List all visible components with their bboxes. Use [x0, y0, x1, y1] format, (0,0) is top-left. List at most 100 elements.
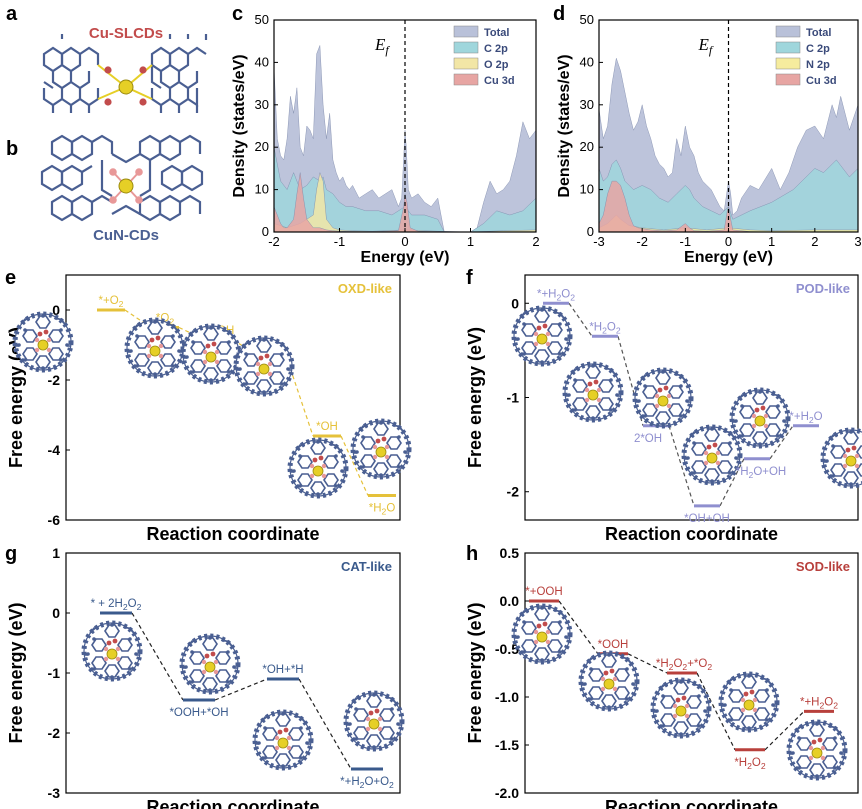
- y-tick-label: -2.0: [495, 785, 519, 801]
- panel-label-b: b: [6, 138, 18, 160]
- adsorption-structure-icon: [823, 430, 862, 486]
- y-tick-label: -1: [48, 665, 61, 681]
- energy-level-label: *OH: [316, 421, 338, 433]
- y-tick-label: 30: [255, 97, 269, 112]
- legend-label: Total: [484, 27, 509, 39]
- legend: Total C 2p O 2p Cu 3d: [453, 25, 515, 87]
- panel-label-f: f: [466, 267, 473, 289]
- x-axis-label: Energy (eV): [684, 249, 773, 266]
- y-tick-label: 0.5: [500, 545, 520, 561]
- x-tick-label: -1: [680, 234, 692, 249]
- adsorption-structure-icon: [84, 623, 140, 679]
- y-tick-label: 50: [580, 12, 594, 27]
- adsorption-structure-icon: [653, 680, 709, 736]
- adsorption-structure-icon: [514, 308, 570, 364]
- y-tick-label: -6: [48, 512, 61, 528]
- series-area-total: [599, 58, 858, 232]
- legend-swatch: [775, 25, 801, 38]
- panel-label-e: e: [5, 267, 16, 289]
- energy-level-label: *+H2​O2​: [800, 696, 838, 710]
- adsorption-structure-icon: [514, 606, 570, 662]
- energy-level-label: *OH+*H: [262, 664, 303, 676]
- adsorption-structure-icon: [581, 653, 637, 709]
- level-connector: [298, 678, 352, 770]
- y-tick-label: -1.0: [495, 689, 519, 705]
- level-connector: [764, 710, 805, 751]
- legend-label: N 2p: [806, 59, 830, 71]
- energy-levels: * + 2H2​O2​ *OOH+*OH *OH+*H *+H2​O+O2​: [84, 598, 402, 790]
- energy-level-label: *+OOH: [525, 586, 562, 598]
- level-connector: [214, 678, 268, 701]
- series-area-cu-3d: [599, 180, 858, 232]
- energy-levels: *+H2​O2​ *H2​O2​ 2*OH *OH+OH *H2​O+OH *+H2​O: [514, 288, 862, 525]
- x-axis-label: Reaction coordinate: [146, 797, 319, 809]
- adsorption-structure-icon: [290, 440, 346, 496]
- energy-level-label: *H2​O2​: [734, 757, 766, 771]
- energy-level-label: *+H2​O+O2​: [340, 776, 394, 790]
- y-tick-label: -1: [507, 390, 520, 406]
- adsorption-structure-icon: [183, 326, 239, 382]
- legend-swatch: [453, 73, 479, 86]
- y-tick-label: -1.5: [495, 737, 519, 753]
- x-tick-label: 3: [854, 234, 861, 249]
- y-tick-label: 0: [262, 224, 269, 239]
- panel-label-d: d: [553, 3, 565, 25]
- y-tick-label: 10: [255, 182, 269, 197]
- x-axis-label: Reaction coordinate: [605, 524, 778, 544]
- y-tick-label: 20: [255, 139, 269, 154]
- adsorption-structure-icon: [182, 636, 238, 692]
- energy-level-label: *H2​O+OH: [736, 466, 787, 480]
- adsorption-structure-icon: [353, 421, 409, 477]
- energy-level-label: *+H2​O: [789, 411, 822, 425]
- adsorption-structure-icon: [15, 314, 71, 370]
- energy-level-label: 2*OH: [634, 433, 662, 445]
- x-tick-label: 2: [532, 234, 539, 249]
- y-tick-label: -4: [48, 442, 61, 458]
- legend-label: Cu 3d: [484, 75, 515, 87]
- legend-swatch: [453, 25, 479, 38]
- legend-label: Cu 3d: [806, 75, 837, 87]
- plot-frame: [524, 552, 859, 794]
- y-tick-label: 10: [580, 182, 594, 197]
- x-tick-label: 1: [768, 234, 775, 249]
- y-tick-label: 0.0: [500, 593, 520, 609]
- series-area-total: [274, 45, 536, 232]
- panel-label-c: c: [232, 3, 243, 25]
- adsorption-structure-icon: [684, 427, 740, 483]
- level-connector: [124, 309, 152, 328]
- legend-label: O 2p: [484, 59, 509, 71]
- energy-level-label: * + 2H2​O2​: [91, 598, 142, 612]
- y-tick-label: -2: [507, 484, 520, 500]
- panel-b-title: CuN-CDs: [93, 227, 159, 244]
- y-tick-label: 20: [580, 139, 594, 154]
- legend-swatch: [775, 73, 801, 86]
- adsorption-structure-icon: [255, 712, 311, 768]
- y-axis-label: Free energy (eV): [6, 602, 26, 743]
- panel-label-h: h: [466, 543, 478, 565]
- y-tick-label: 30: [580, 97, 594, 112]
- panel-title: CAT-like: [341, 559, 392, 574]
- legend-swatch: [775, 41, 801, 54]
- legend-label: C 2p: [484, 43, 508, 55]
- legend-label: Total: [806, 27, 831, 39]
- y-axis-label: Density (states/eV): [231, 54, 248, 197]
- energy-level-label: *H2​O2​: [589, 321, 621, 335]
- y-tick-label: 40: [255, 54, 269, 69]
- level-connector: [719, 458, 745, 507]
- legend: Total C 2p N 2p Cu 3d: [775, 25, 837, 87]
- energy-level-label: *+H2​O2​: [537, 288, 575, 302]
- x-tick-label: -1: [334, 234, 346, 249]
- y-tick-label: -2: [48, 372, 61, 388]
- fermi-label: Ef: [698, 35, 714, 57]
- x-axis-label: Reaction coordinate: [605, 797, 778, 809]
- cun-cds-structure: [40, 134, 204, 222]
- x-axis-label: Reaction coordinate: [146, 524, 319, 544]
- panel-title: SOD-like: [796, 559, 850, 574]
- y-tick-label: 1: [52, 545, 60, 561]
- energy-level-label: *H2​O: [369, 503, 396, 517]
- y-axis-label: Free energy (eV): [465, 602, 485, 743]
- level-connector: [558, 600, 599, 655]
